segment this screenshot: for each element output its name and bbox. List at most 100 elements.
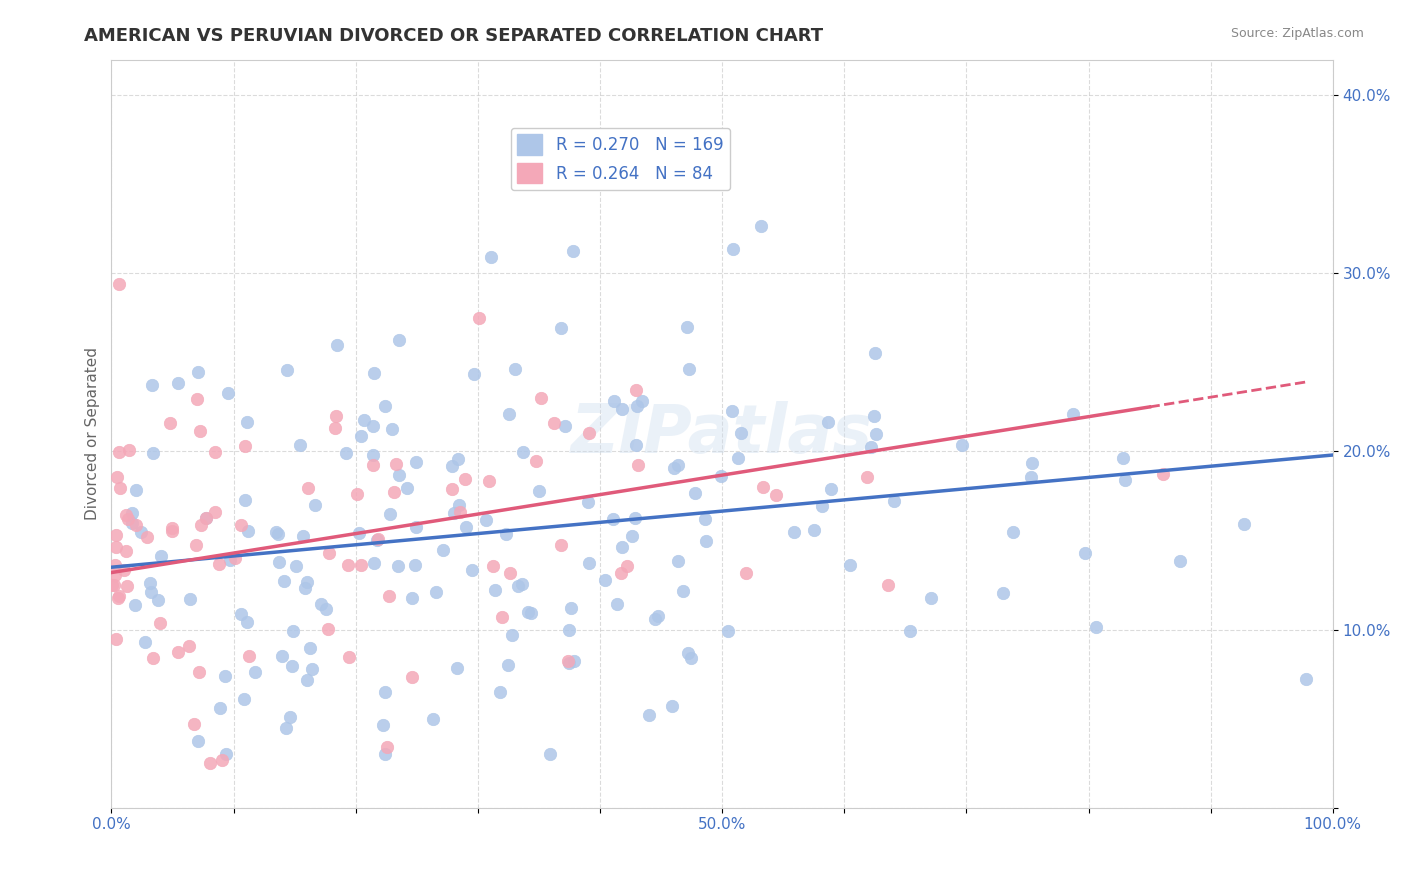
Point [374, 685, 396, 699]
Point [297, 673, 319, 687]
Point [1021, 456, 1043, 470]
Point [160, 521, 183, 535]
Point [695, 534, 717, 549]
Point [454, 520, 477, 534]
Point [422, 712, 444, 726]
Point [481, 250, 503, 264]
Point [752, 480, 775, 494]
Point [401, 670, 423, 684]
Point [267, 526, 290, 541]
Point [214, 668, 236, 682]
Point [631, 393, 654, 408]
Point [817, 415, 839, 429]
Point [920, 591, 942, 605]
Point [103, 568, 125, 582]
Point [139, 576, 162, 591]
Point [271, 649, 294, 664]
Point [782, 524, 804, 539]
Point [578, 557, 600, 571]
Point [447, 452, 470, 467]
Point [484, 582, 506, 597]
Point [678, 362, 700, 376]
Point [863, 346, 886, 360]
Point [898, 624, 921, 638]
Point [1019, 470, 1042, 484]
Point [499, 566, 522, 580]
Point [1112, 451, 1135, 466]
Point [363, 556, 385, 570]
Point [236, 415, 259, 429]
Point [235, 615, 257, 629]
Point [1295, 672, 1317, 686]
Point [215, 747, 238, 762]
Point [366, 533, 388, 547]
Point [820, 483, 842, 497]
Point [647, 608, 669, 623]
Point [662, 461, 685, 475]
Point [512, 445, 534, 459]
Point [238, 648, 260, 663]
Point [108, 445, 131, 459]
Point [318, 623, 340, 637]
Point [517, 605, 540, 619]
Point [142, 650, 165, 665]
Point [290, 438, 312, 452]
Point [803, 524, 825, 538]
Point [693, 511, 716, 525]
Point [405, 455, 427, 469]
Point [276, 363, 298, 377]
Point [104, 632, 127, 646]
Point [446, 661, 468, 675]
Point [124, 598, 146, 612]
Point [281, 624, 304, 639]
Point [243, 665, 266, 680]
Point [449, 505, 471, 519]
Point [204, 505, 226, 519]
Point [668, 554, 690, 568]
Point [323, 421, 346, 435]
Point [593, 573, 616, 587]
Point [278, 710, 301, 724]
Point [224, 550, 246, 565]
Point [991, 586, 1014, 600]
Point [616, 558, 638, 573]
Point [198, 756, 221, 770]
Point [295, 575, 318, 590]
Point [765, 488, 787, 502]
Point [136, 530, 159, 544]
Point [149, 615, 172, 630]
Point [401, 591, 423, 605]
Point [326, 338, 349, 352]
Point [554, 418, 576, 433]
Point [104, 540, 127, 554]
Point [717, 624, 740, 639]
Point [183, 717, 205, 731]
Point [1062, 407, 1084, 421]
Point [301, 662, 323, 676]
Point [498, 407, 520, 421]
Point [233, 692, 256, 706]
Point [350, 558, 373, 572]
Point [638, 707, 661, 722]
Point [727, 451, 749, 466]
Point [602, 512, 624, 526]
Point [121, 506, 143, 520]
Point [495, 526, 517, 541]
Point [378, 589, 401, 603]
Point [211, 753, 233, 767]
Point [315, 602, 337, 616]
Point [363, 366, 385, 380]
Point [425, 585, 447, 599]
Point [560, 601, 582, 615]
Point [475, 513, 498, 527]
Point [304, 498, 326, 512]
Point [626, 437, 648, 451]
Point [125, 483, 148, 497]
Point [274, 721, 297, 735]
Point [105, 470, 128, 484]
Point [496, 657, 519, 672]
Point [267, 555, 290, 569]
Point [672, 583, 695, 598]
Point [337, 649, 360, 664]
Point [388, 468, 411, 483]
